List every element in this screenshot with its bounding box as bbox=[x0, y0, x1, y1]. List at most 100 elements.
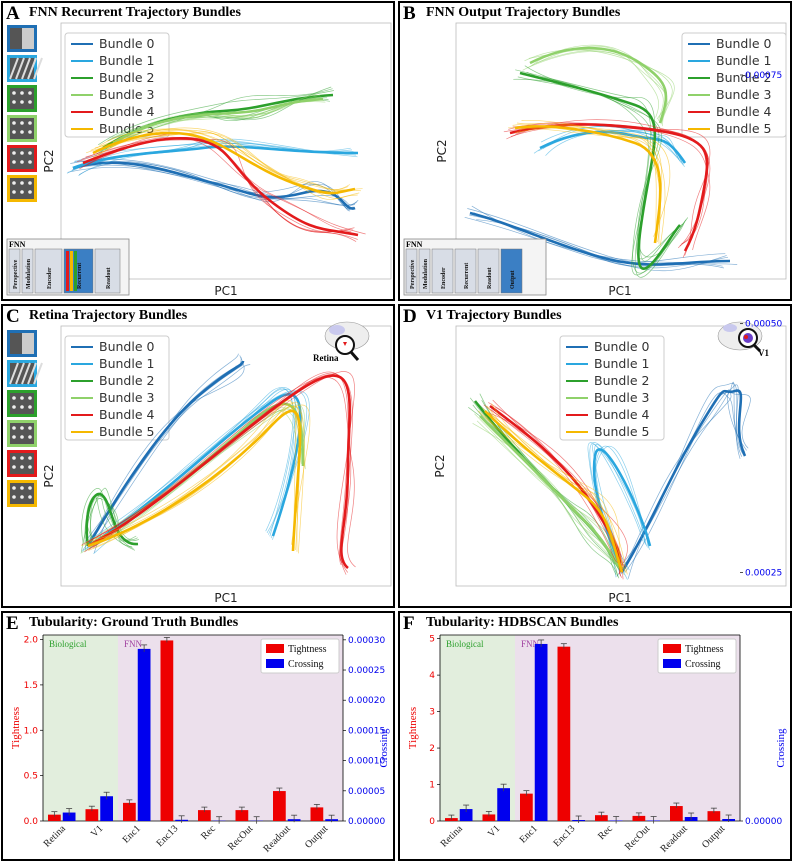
trajectory-trace bbox=[527, 72, 683, 259]
stimulus-thumbnail-1 bbox=[10, 363, 42, 384]
y-tick-left: 1.5 bbox=[24, 681, 38, 691]
svg-text:Recurrent: Recurrent bbox=[77, 263, 83, 289]
y-tick-left: 0.0 bbox=[24, 817, 39, 827]
x-axis-label: PC1 bbox=[608, 591, 631, 605]
svg-text:Output: Output bbox=[510, 270, 516, 289]
y-tick-left: 2.0 bbox=[24, 636, 39, 646]
legend-entry-2: Bundle 2 bbox=[99, 373, 154, 388]
fnn-module-perspective: Perspective bbox=[406, 249, 417, 293]
svg-text:Recurrent: Recurrent bbox=[464, 263, 470, 289]
x-tick-Enc1: Enc1 bbox=[518, 823, 540, 845]
x-tick-Rec: Rec bbox=[596, 823, 615, 842]
brain-label: V1 bbox=[758, 348, 769, 358]
panel-f: F Tubularity: HDBSCAN Bundles Biological… bbox=[398, 611, 792, 861]
y-tick-left: 4 bbox=[429, 671, 435, 681]
x-tick-Readout: Readout bbox=[262, 823, 293, 854]
fnn-tag: FNN bbox=[406, 240, 423, 249]
x-tick-Enc1: Enc1 bbox=[121, 823, 143, 845]
stimulus-thumbnail-4 bbox=[10, 148, 34, 169]
panel-e: E Tubularity: Ground Truth Bundles Biolo… bbox=[1, 611, 395, 861]
y-axis-label-left: Tightness bbox=[10, 707, 22, 749]
fnn-module-recurrent: Recurrent bbox=[455, 249, 476, 293]
bar-crossing-Enc1 bbox=[138, 649, 151, 821]
svg-text:Encoder: Encoder bbox=[47, 267, 53, 289]
y-tick-left: 0 bbox=[429, 817, 435, 827]
y-axis-label-right: Crossing bbox=[378, 728, 390, 768]
legend-entry-0: Bundle 0 bbox=[716, 36, 771, 51]
svg-text:Encoder: Encoder bbox=[441, 267, 447, 289]
region-label: FNN bbox=[124, 639, 143, 649]
region-label: Biological bbox=[49, 639, 87, 649]
x-tick-Output: Output bbox=[303, 823, 331, 851]
chart-legend: Tightness Crossing bbox=[261, 639, 339, 673]
legend-entry-5: Bundle 5 bbox=[99, 424, 154, 439]
bar-tightness-Enc13 bbox=[558, 647, 571, 821]
panel-c: C Retina Trajectory Bundles PC1 PC2 Bund… bbox=[1, 304, 395, 608]
svg-text:Modulation: Modulation bbox=[26, 258, 32, 289]
legend-entry-1: Bundle 1 bbox=[716, 53, 771, 68]
legend-entry-3: Bundle 3 bbox=[99, 390, 154, 405]
x-tick-Retina: Retina bbox=[439, 823, 466, 850]
legend-entry-3: Bundle 3 bbox=[99, 87, 154, 102]
bar-tightness-Readout bbox=[273, 791, 286, 821]
bar-crossing-V1 bbox=[497, 788, 510, 821]
bar-tightness-Enc1 bbox=[520, 794, 533, 821]
fnn-module-recurrent: Recurrent bbox=[64, 249, 93, 293]
y-tick-right: 0.00020 bbox=[348, 696, 385, 706]
legend-entry-crossing: Crossing bbox=[288, 659, 324, 670]
legend-entry-2: Bundle 2 bbox=[594, 373, 649, 388]
y-tick-right: 0.00000 bbox=[348, 817, 385, 827]
y-tick-left: 2 bbox=[429, 744, 435, 754]
fnn-module-perspective: Perspective bbox=[9, 249, 20, 293]
legend-entry-0: Bundle 0 bbox=[99, 339, 154, 354]
x-tick-Retina: Retina bbox=[42, 823, 69, 850]
y-axis-label: PC2 bbox=[42, 149, 56, 172]
legend-entry-tightness: Tightness bbox=[288, 644, 327, 655]
panel-a: A FNN Recurrent Trajectory Bundles PC1 P… bbox=[1, 1, 395, 301]
y-axis-label: PC2 bbox=[42, 464, 56, 487]
stimulus-thumbnail-0 bbox=[10, 333, 34, 354]
y-tick-right: 0.00075 bbox=[745, 71, 782, 81]
panel-d: D V1 Trajectory Bundles PC1 PC2 Bundle 0… bbox=[398, 304, 792, 608]
fnn-module-encoder: Encoder bbox=[35, 249, 62, 293]
fnn-module-output: Output bbox=[501, 249, 522, 293]
bundle-mean-trajectory-1 bbox=[594, 449, 650, 572]
x-axis-label: PC1 bbox=[214, 591, 237, 605]
x-axis-label: PC1 bbox=[608, 284, 631, 298]
y-axis-label: PC2 bbox=[433, 454, 447, 477]
y-tick-left: 5 bbox=[429, 635, 435, 645]
stimulus-thumbnail-0 bbox=[10, 28, 34, 49]
y-tick-right: 0.00000 bbox=[745, 817, 782, 827]
stimulus-thumbnail-5 bbox=[10, 178, 34, 199]
legend-entry-4: Bundle 4 bbox=[99, 407, 154, 422]
fnn-tag: FNN bbox=[9, 240, 26, 249]
bar-crossing-V1 bbox=[100, 796, 113, 821]
legend-entry-crossing: Crossing bbox=[685, 659, 721, 670]
trajectory-trace bbox=[513, 123, 710, 250]
legend-entry-4: Bundle 4 bbox=[594, 407, 649, 422]
stimulus-thumbnail-4 bbox=[10, 453, 34, 474]
svg-text:Perspective: Perspective bbox=[13, 259, 19, 289]
region-label: Biological bbox=[446, 639, 484, 649]
fnn-module-modulation: Modulation bbox=[419, 249, 430, 293]
x-tick-Rec: Rec bbox=[199, 823, 218, 842]
y-tick-left: 1 bbox=[429, 781, 435, 791]
legend-entry-4: Bundle 4 bbox=[716, 104, 771, 119]
x-tick-Readout: Readout bbox=[659, 823, 690, 854]
svg-text:Readout: Readout bbox=[487, 267, 493, 289]
stimulus-thumbnail-3 bbox=[10, 118, 34, 139]
x-tick-Enc13: Enc13 bbox=[155, 823, 181, 849]
legend-entry-3: Bundle 3 bbox=[594, 390, 649, 405]
bar-tightness-Output bbox=[311, 807, 324, 821]
trajectory-trace bbox=[508, 128, 656, 241]
y-tick-right: 0.00005 bbox=[348, 787, 385, 797]
fnn-module-readout: Readout bbox=[95, 249, 120, 293]
trajectory-trace bbox=[522, 120, 666, 245]
stimulus-thumbnail-1 bbox=[10, 58, 42, 79]
trajectory-trace bbox=[515, 127, 670, 236]
